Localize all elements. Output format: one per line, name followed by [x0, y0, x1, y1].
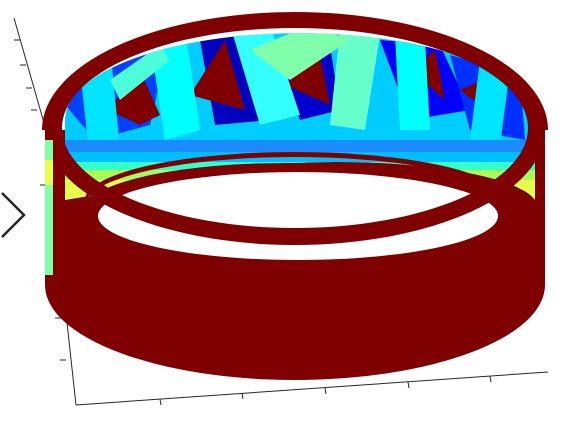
axis-tick [407, 381, 410, 389]
cylinder-top-rim [42, 12, 548, 245]
axis-bottom [75, 371, 549, 406]
chevron-left-icon[interactable] [0, 185, 30, 245]
axis-tick [159, 398, 162, 406]
cylinder-left-edge-strip [45, 140, 53, 275]
axis-tick [241, 392, 244, 400]
cylinder-hollow-center [98, 172, 498, 260]
axis-tick [324, 387, 327, 395]
axis-tick [489, 375, 492, 383]
